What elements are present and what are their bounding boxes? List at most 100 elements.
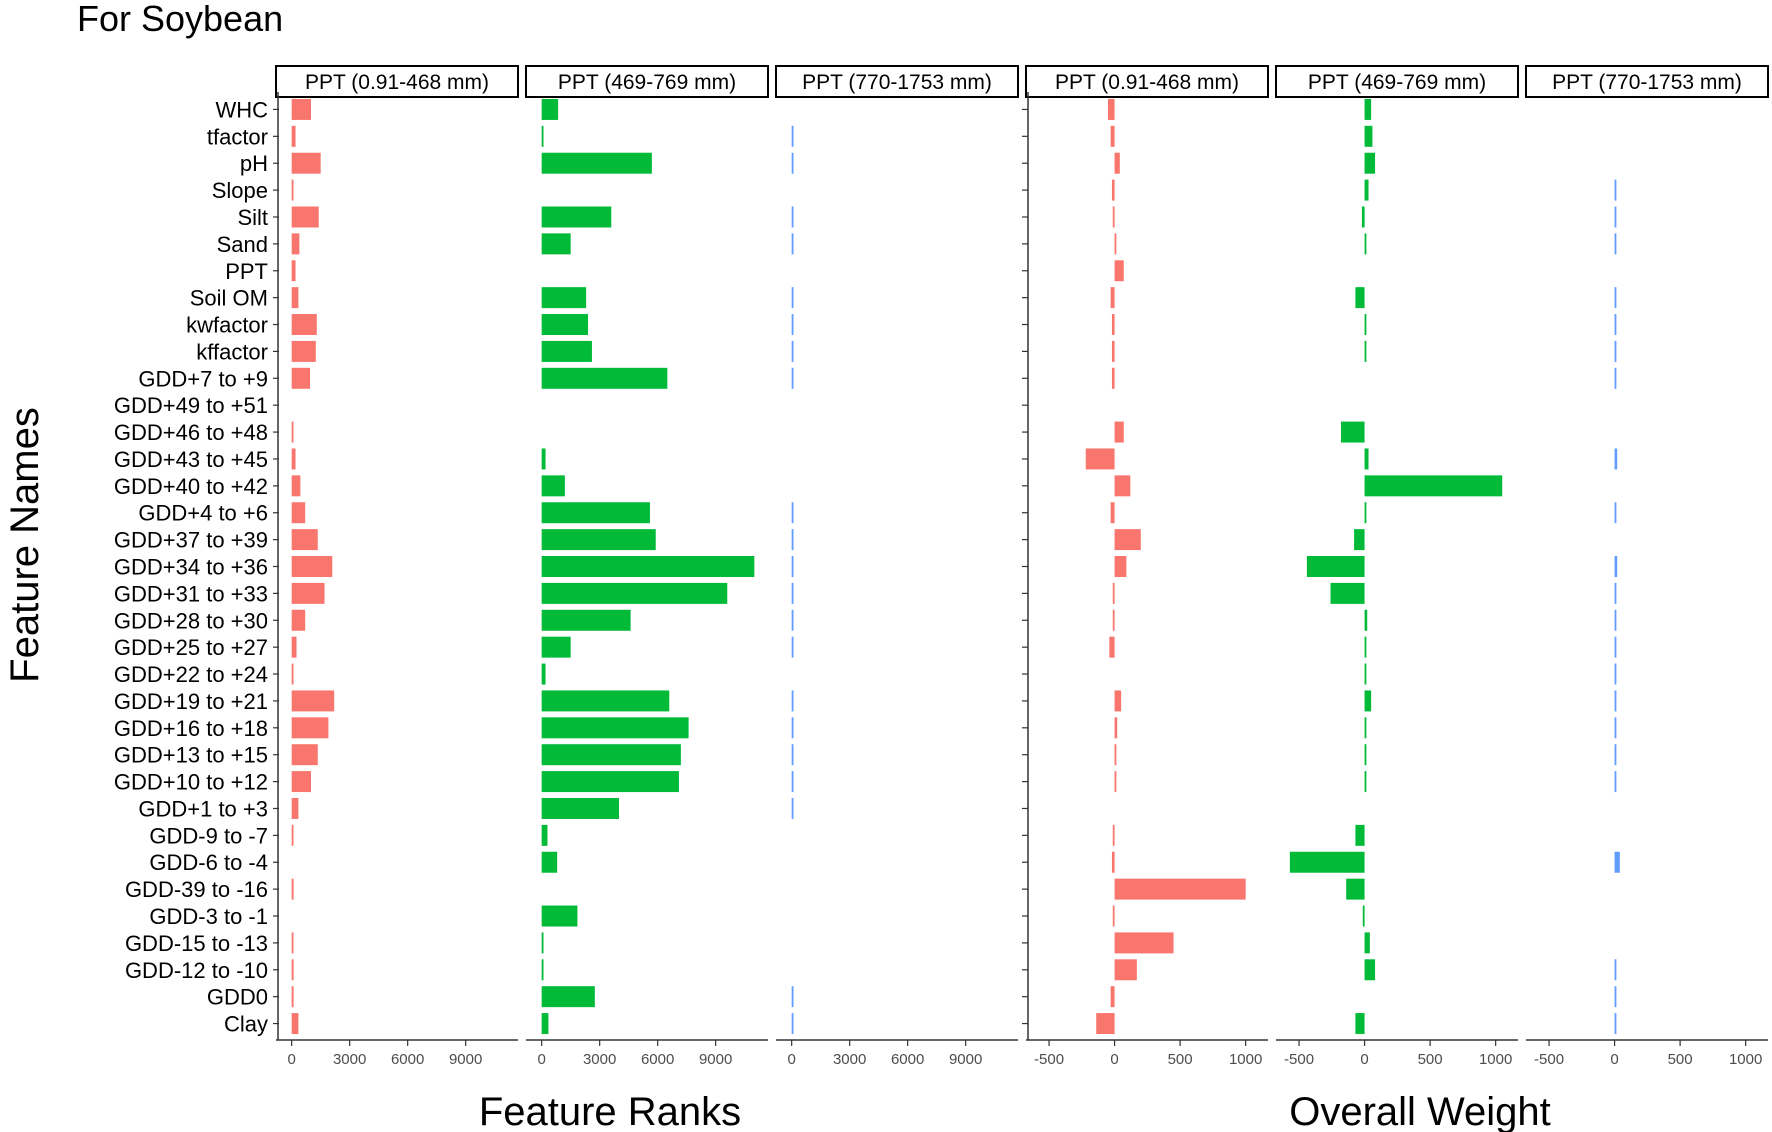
bar — [291, 771, 311, 793]
bar — [291, 314, 317, 336]
bar — [1364, 663, 1367, 685]
bar — [541, 529, 656, 551]
bar — [791, 206, 794, 228]
x-tick-label: 0 — [287, 1051, 295, 1068]
bar — [541, 797, 619, 819]
bar — [791, 125, 794, 147]
bar — [1364, 179, 1369, 201]
bar — [1354, 529, 1365, 551]
bar — [541, 340, 592, 362]
bar — [1110, 986, 1115, 1008]
bar — [1614, 233, 1617, 255]
panel-1: PPT (0.91-468 mm) 0 3000 6000 9000 — [275, 65, 519, 1068]
bar — [541, 448, 546, 470]
bar — [1330, 582, 1365, 604]
feature-label: GDD+19 to +21 — [114, 689, 268, 714]
bar — [791, 556, 794, 577]
bar — [1614, 367, 1617, 389]
bar — [541, 609, 631, 631]
bar — [291, 797, 299, 819]
figure-title: For Soybean — [77, 0, 283, 39]
bar — [1114, 421, 1124, 443]
panel-6: PPT (770-1753 mm) -500 0 500 1000 — [1525, 65, 1769, 1068]
x-tick-label: 500 — [1418, 1051, 1443, 1068]
bar — [291, 582, 325, 604]
bar — [541, 932, 544, 954]
bar — [1614, 314, 1617, 336]
bar — [291, 609, 306, 631]
x-tick-label: 0 — [1110, 1051, 1118, 1068]
bar — [1112, 609, 1115, 631]
bar — [791, 636, 794, 658]
bar — [1112, 824, 1115, 846]
bar — [291, 206, 319, 228]
bar — [1364, 959, 1376, 981]
bar — [1111, 367, 1115, 389]
bar — [541, 663, 546, 685]
x-tick-label: 6000 — [641, 1051, 674, 1068]
bar — [541, 367, 668, 389]
bar — [791, 1013, 794, 1035]
bar — [1355, 1013, 1365, 1035]
feature-label: GDD+28 to +30 — [114, 608, 268, 633]
feature-label: GDD+31 to +33 — [114, 581, 268, 606]
bar — [1614, 502, 1617, 524]
bar — [291, 932, 294, 954]
bar — [791, 582, 794, 604]
x-tick-label: 9000 — [949, 1051, 982, 1068]
bar — [291, 179, 294, 201]
bar — [791, 233, 794, 255]
panel-2: PPT (469-769 mm) 0 3000 6000 9000 — [525, 65, 769, 1068]
bar — [1109, 636, 1115, 658]
bar — [291, 717, 329, 739]
bar — [1114, 233, 1117, 255]
bar — [291, 98, 311, 120]
bar — [1112, 206, 1115, 228]
strip-label: PPT (770-1753 mm) — [802, 71, 992, 94]
bar — [1614, 556, 1618, 577]
bar — [791, 744, 794, 766]
x-tick-label: -500 — [1034, 1051, 1064, 1068]
bar — [291, 475, 301, 497]
group-label-feature-ranks: Feature Ranks — [479, 1090, 741, 1132]
bar — [541, 314, 589, 336]
strip-box — [775, 65, 1019, 98]
bar — [291, 744, 318, 766]
bar — [291, 986, 294, 1008]
bar — [1614, 636, 1617, 658]
bar — [791, 287, 794, 309]
bar — [1114, 771, 1117, 793]
feature-label: GDD+40 to +42 — [114, 474, 268, 499]
bar — [541, 636, 571, 658]
bar — [1364, 125, 1373, 147]
bar — [1110, 502, 1115, 524]
bar — [541, 744, 681, 766]
bar — [541, 556, 755, 577]
bar — [291, 636, 297, 658]
bar — [291, 824, 294, 846]
strip-box — [525, 65, 769, 98]
bar — [1614, 340, 1617, 362]
bar — [291, 690, 335, 712]
bar — [1364, 502, 1367, 524]
bar — [1364, 152, 1376, 174]
feature-label: pH — [240, 151, 268, 176]
x-tick-label: 9000 — [699, 1051, 732, 1068]
bar — [541, 152, 652, 174]
feature-label: GDD+46 to +48 — [114, 420, 268, 445]
bar — [541, 851, 558, 873]
feature-label: GDD-3 to -1 — [149, 904, 268, 929]
bar — [1361, 206, 1365, 228]
bar — [291, 1013, 299, 1035]
bar — [541, 287, 587, 309]
bar — [1362, 905, 1365, 927]
feature-label: kwfactor — [186, 313, 268, 338]
feature-label: GDD0 — [207, 985, 268, 1010]
bar — [1364, 98, 1372, 120]
bar — [1110, 125, 1115, 147]
bar — [541, 233, 571, 255]
bar — [1614, 287, 1617, 309]
bar — [1614, 744, 1617, 766]
bar — [1114, 717, 1118, 739]
group-label-overall-weight: Overall Weight — [1289, 1090, 1551, 1132]
